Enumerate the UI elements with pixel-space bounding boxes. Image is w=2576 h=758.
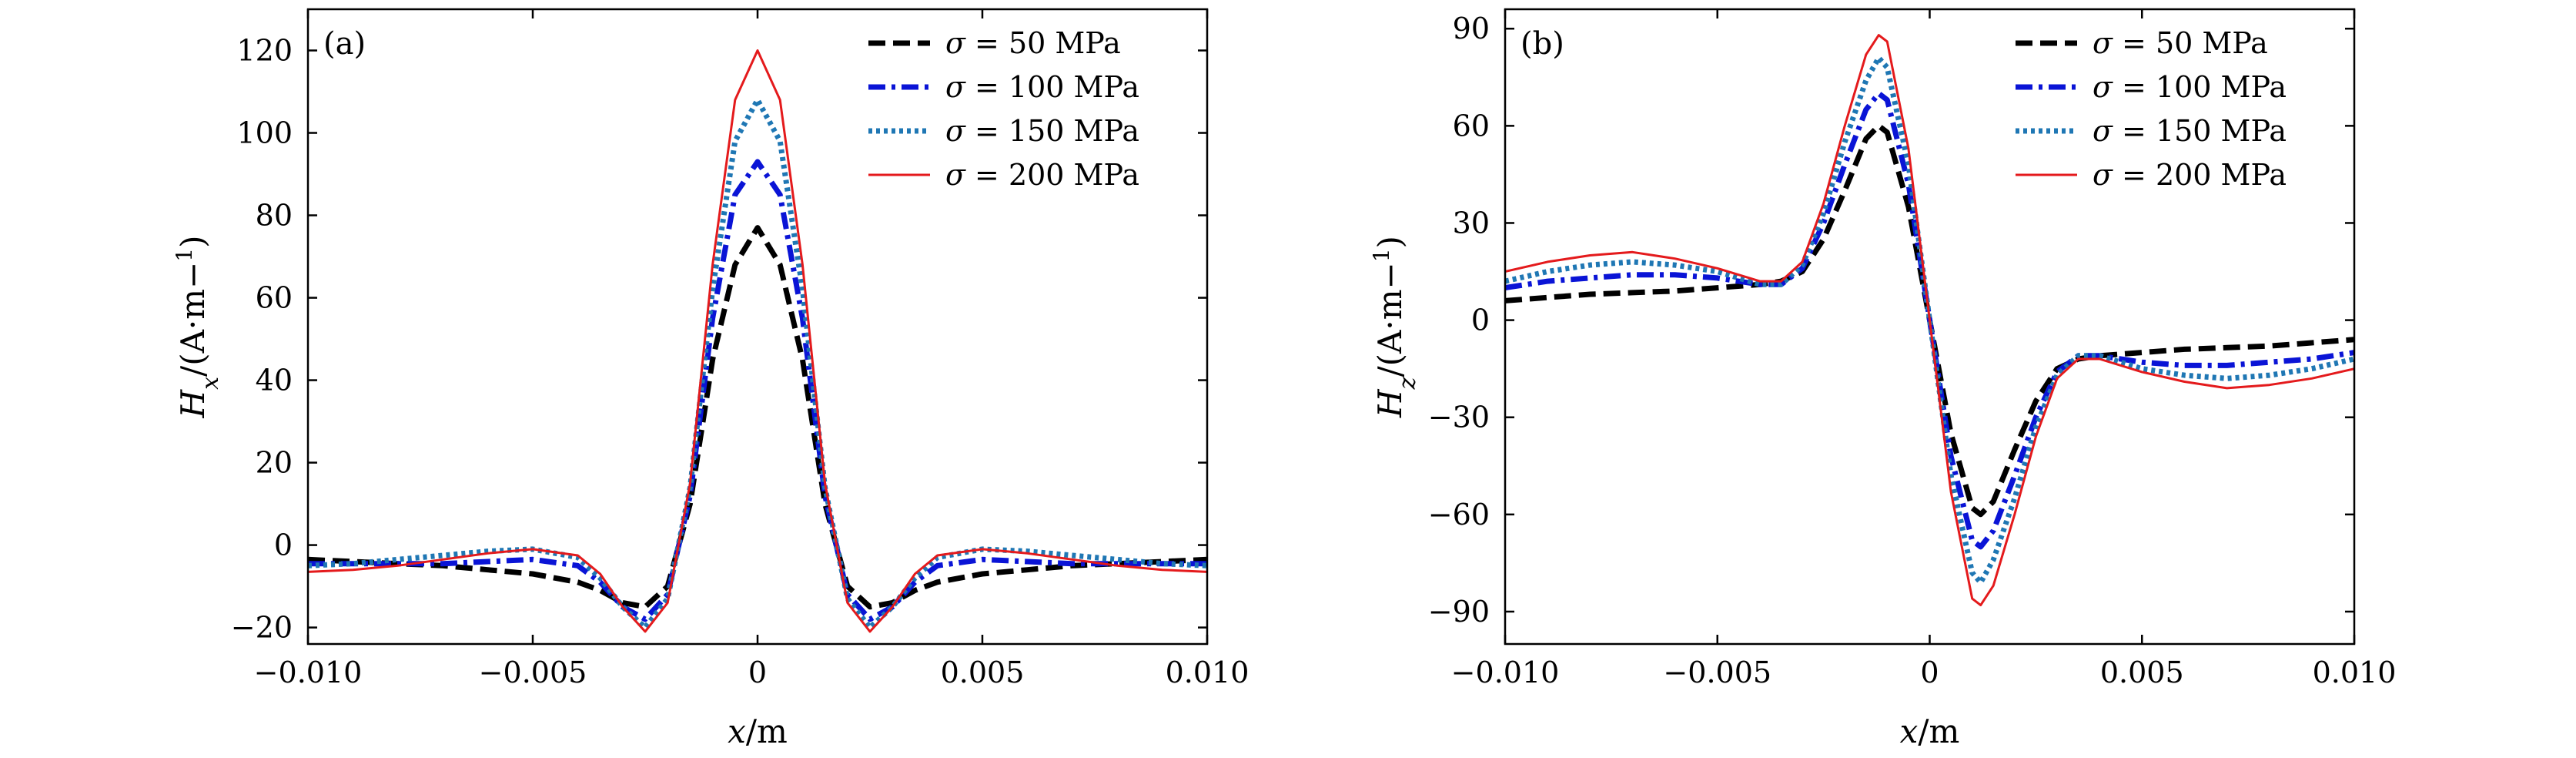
x-tick-label: 0.005 [941,656,1025,689]
x-tick-label: −0.010 [254,656,363,689]
panel-label: (a) [323,26,366,62]
x-tick-label: 0.005 [2100,656,2184,689]
legend-label-2: σ = 100 MPa [945,70,1139,104]
panel-label: (b) [1521,26,1564,62]
x-axis-label: x/m [1900,713,1960,750]
y-tick-label: 60 [256,281,293,315]
y-tick-label: 80 [256,199,293,233]
x-tick-label: 0.010 [2313,656,2397,689]
y-tick-label: 0 [1471,304,1490,337]
x-tick-label: −0.005 [479,656,587,689]
legend-label-3: σ = 150 MPa [2093,114,2287,148]
y-tick-label: 40 [256,364,293,397]
series-line-4 [308,49,1207,633]
x-tick-label: −0.010 [1451,656,1560,689]
x-tick-label: 0 [748,656,767,689]
x-axis-label: x/m [728,713,788,750]
y-tick-label: 90 [1453,12,1490,45]
x-tick-label: 0.010 [1166,656,1250,689]
y-tick-label: 120 [236,34,293,68]
legend-label-2: σ = 100 MPa [2093,70,2287,104]
y-tick-label: 0 [274,528,293,562]
legend-label-1: σ = 50 MPa [2093,26,2268,60]
y-axis-label: Hz/(A·m−1) [1369,236,1421,418]
series-line-1 [308,225,1207,610]
y-tick-label: 20 [256,446,293,480]
legend-label-3: σ = 150 MPa [945,114,1139,148]
legend-label-1: σ = 50 MPa [945,26,1121,60]
y-tick-label: −30 [1428,401,1490,434]
x-tick-label: −0.005 [1663,656,1771,689]
y-tick-label: 100 [236,116,293,150]
legend-label-4: σ = 200 MPa [945,158,1139,192]
series-line-2 [308,159,1207,622]
y-tick-label: 30 [1453,206,1490,240]
panel-a: −0.010 −0.005 0 0.005 0.010 −20 0 20 40 60 80 100 12… [172,8,1250,750]
y-tick-label: −20 [231,611,293,645]
y-tick-label: −90 [1428,595,1490,629]
series-line-4 [1505,34,2354,607]
legend-label-4: σ = 200 MPa [2093,158,2287,192]
x-tick-label: 0 [1920,656,1939,689]
y-tick-label: 60 [1453,109,1490,143]
y-tick-label: −60 [1428,498,1490,532]
panel-b: −0.010 −0.005 0 0.005 0.010 −90 −60 −30 0 30 60 90 (… [1369,8,2397,750]
y-axis-label: Hx/(A·m−1) [172,235,224,418]
